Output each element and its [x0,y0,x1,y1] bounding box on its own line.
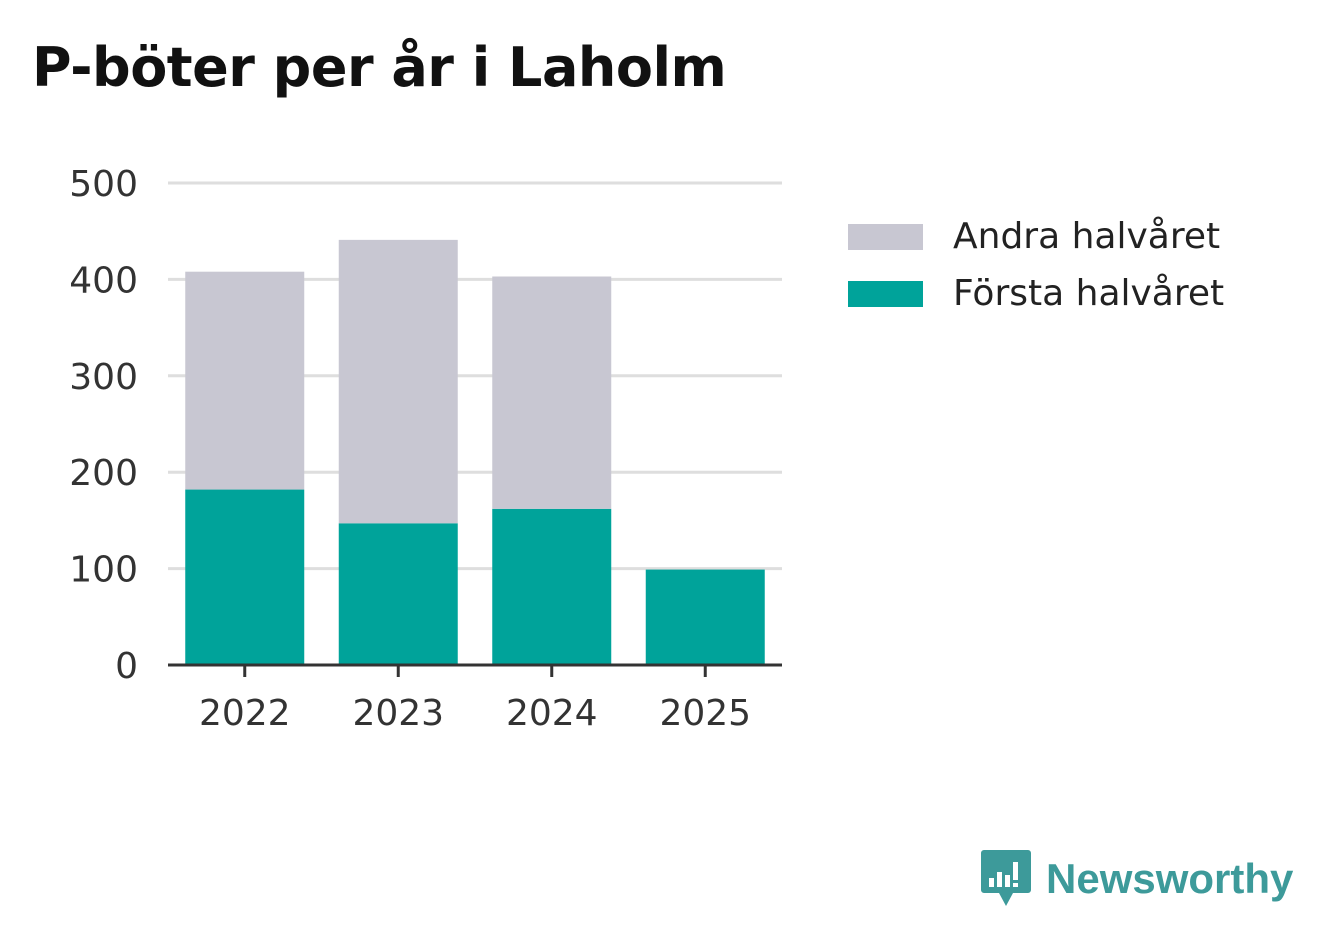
legend-swatch-forsta [848,280,923,307]
bars [185,239,765,665]
legend: Andra halvåret Första halvåret [848,208,1224,322]
y-tick-label: 400 [69,260,138,301]
bar-andra-2023 [338,239,458,524]
y-tick-label: 300 [69,357,138,398]
x-tick-label: 2022 [199,693,291,734]
legend-label-andra: Andra halvåret [953,216,1221,257]
legend-item-andra: Andra halvåret [848,208,1224,265]
y-tick-label: 500 [69,164,138,205]
x-axis: 2022 2023 2024 2025 [168,663,782,734]
x-tick-label: 2025 [659,693,751,734]
newsworthy-brand: Newsworthy [980,848,1293,910]
y-tick-label: 0 [115,646,138,687]
x-tick-label: 2024 [506,693,598,734]
bar-andra-2022 [185,271,305,490]
x-tick-label: 2023 [352,693,444,734]
y-tick-label: 100 [69,550,138,591]
y-axis-ticks: 0 100 200 300 400 500 [69,164,138,687]
newsworthy-logo-icon [981,850,1031,906]
y-tick-label: 200 [69,453,138,494]
bar-forsta-2023 [338,523,458,665]
chart-title: P-böter per år i Laholm [32,36,727,99]
legend-item-forsta: Första halvåret [848,265,1224,322]
legend-label-forsta: Första halvåret [953,273,1225,314]
legend-swatch-andra [848,223,923,250]
bar-forsta-2022 [185,489,305,665]
bar-andra-2024 [492,276,612,509]
bar-forsta-2024 [492,508,612,665]
brand-name: Newsworthy [1046,855,1294,902]
bar-forsta-2025 [645,569,765,665]
